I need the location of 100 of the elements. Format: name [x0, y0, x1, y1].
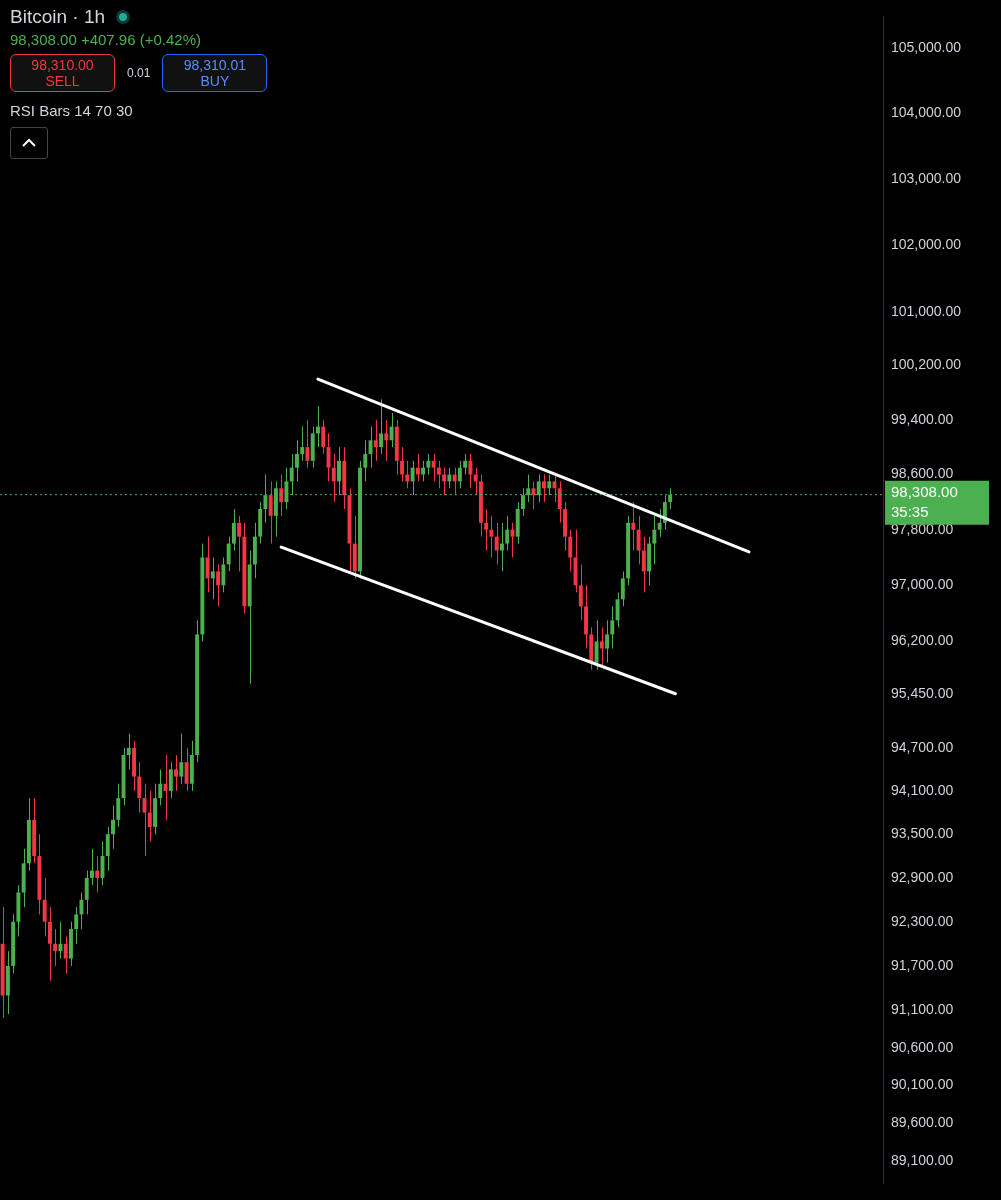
y-tick-label: 91,700.00 [891, 956, 954, 973]
text: 35:35 [891, 502, 929, 520]
candlestick [116, 783, 121, 828]
y-tick-label: 89,600.00 [891, 1113, 954, 1130]
candlestick [379, 398, 384, 455]
candlestick [389, 412, 394, 448]
y-tick-label: 92,300.00 [891, 912, 954, 929]
y-tick-label: 91,100.00 [891, 1001, 954, 1018]
candlestick [90, 848, 94, 886]
candlestick [620, 570, 625, 607]
annotation: SELL [44, 73, 81, 89]
candlestick [179, 733, 184, 785]
candlestick [74, 906, 79, 945]
ref-line-label: 98,308.00 [891, 482, 958, 500]
candlestick [605, 619, 610, 664]
y-tick-label: 100,200.00 [891, 356, 962, 373]
candlestick [231, 508, 236, 552]
y-tick-label: 93,500.00 [891, 825, 954, 842]
y-tick-label: 97,000.00 [891, 576, 954, 593]
candlestick [463, 453, 468, 476]
candlestick [499, 522, 504, 572]
candlestick [226, 536, 231, 572]
candlestick [47, 906, 52, 982]
candlestick [610, 605, 615, 649]
y-tick-label: 97,800.00 [891, 520, 954, 537]
annotation: 0.01 [127, 66, 151, 80]
candlestick [279, 474, 284, 517]
candlestick [641, 536, 646, 593]
candlestick [578, 563, 583, 621]
candlestick [426, 453, 431, 476]
y-tick-label: 94,100.00 [891, 781, 954, 798]
candlestick [368, 426, 373, 469]
candlestick [652, 515, 657, 565]
candlestick [300, 426, 305, 462]
candlestick [210, 556, 215, 600]
text: 98,308.00 +407.96 (+0.42%) [10, 31, 202, 48]
candlestick [542, 474, 546, 503]
y-tick-label: 90,100.00 [891, 1076, 954, 1093]
candlestick [505, 515, 510, 552]
candlestick [321, 419, 326, 455]
candlestick [268, 480, 273, 545]
candlestick [53, 928, 58, 967]
candlestick [400, 446, 405, 482]
candlestick [42, 877, 47, 937]
annotation: 98,310.00 [30, 57, 95, 73]
candlestick [510, 522, 515, 558]
candlestick [205, 536, 210, 593]
y-tick-label: 96,200.00 [891, 632, 954, 649]
y-tick-label: 104,000.00 [891, 104, 962, 121]
candlestick [216, 563, 221, 607]
y-tick-label: 103,000.00 [891, 169, 962, 186]
annotation: RSI Bars 14 70 30 [10, 102, 134, 119]
y-tick-label: 105,000.00 [891, 39, 962, 56]
candlestick [484, 508, 489, 552]
candlestick [615, 591, 620, 628]
candlestick [631, 501, 636, 552]
y-tick-label: 102,000.00 [891, 235, 962, 252]
candlestick [84, 870, 89, 915]
candlestick [294, 439, 299, 482]
candlestick [594, 619, 599, 671]
candlestick [58, 921, 63, 960]
candlestick [126, 733, 131, 770]
candlestick [168, 761, 173, 799]
y-tick-label: 89,100.00 [891, 1151, 954, 1168]
y-tick-label: 92,900.00 [891, 868, 954, 885]
y-tick-label: 99,400.00 [891, 410, 954, 427]
candlestick [174, 754, 179, 792]
candlestick [657, 508, 662, 538]
candlestick [95, 855, 100, 893]
candlestick [421, 460, 426, 482]
candlestick [636, 515, 641, 565]
candlestick [163, 754, 168, 821]
candlestick [557, 480, 562, 524]
candlestick [331, 453, 336, 503]
candlestick [384, 419, 389, 462]
y-tick-label: 90,600.00 [891, 1038, 954, 1055]
candlestick [363, 439, 368, 482]
candlestick [158, 768, 163, 806]
candlestick [237, 515, 242, 572]
candlestick [373, 419, 378, 462]
y-tick-label: 94,700.00 [891, 738, 954, 755]
candlestick [184, 747, 189, 792]
candlestick [111, 804, 115, 850]
candlestick [568, 529, 573, 572]
candlestick [221, 556, 226, 593]
candlestick [489, 515, 494, 558]
candlestick [137, 761, 142, 814]
candlestick [63, 935, 68, 974]
candlestick [436, 460, 441, 489]
y-tick-label: 98,600.00 [891, 465, 954, 482]
candlestick [431, 453, 436, 482]
candlestick [79, 891, 84, 930]
candlestick [142, 783, 147, 857]
candlestick [468, 453, 473, 489]
annotation: BUY [199, 73, 231, 89]
annotation: 98,310.01 [182, 57, 247, 73]
candlestick [494, 522, 499, 565]
y-tick-label: 101,000.00 [891, 302, 962, 319]
candlestick [147, 790, 152, 843]
candlestick [457, 460, 462, 489]
